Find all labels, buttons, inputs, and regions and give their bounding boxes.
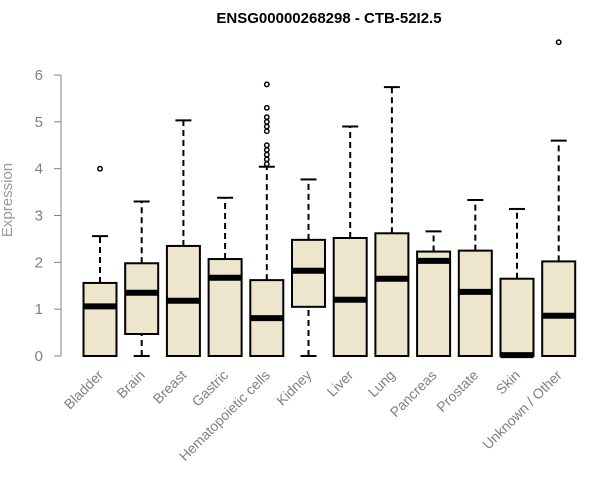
- box-brain: [124, 200, 160, 357]
- x-tick-label: Brain: [113, 367, 147, 401]
- x-tick-label: Breast: [150, 367, 190, 407]
- outlier-point: [263, 104, 270, 111]
- y-tick-label: 2: [35, 254, 43, 271]
- iqr-box: [124, 262, 160, 335]
- iqr-box: [374, 232, 410, 357]
- outlier-point: [97, 165, 103, 172]
- box-unknown-other: [541, 39, 577, 357]
- x-tick-label: Kidney: [273, 367, 315, 409]
- y-axis: 0 1 2 3 4 5 6: [35, 67, 62, 365]
- box-liver: [332, 125, 368, 357]
- box-hematopoietic-cells: [249, 81, 285, 358]
- box-kidney: [291, 178, 326, 357]
- box-gastric: [207, 196, 243, 357]
- y-tick-label: 1: [35, 301, 43, 318]
- iqr-box: [82, 281, 118, 357]
- iqr-box: [416, 250, 452, 357]
- outlier-point: [263, 118, 270, 125]
- x-tick-label: Liver: [324, 367, 357, 400]
- x-tick-label: Unknown / Other: [479, 367, 565, 453]
- chart-title: ENSG00000268298 - CTB-52I2.5: [216, 10, 441, 27]
- outlier-point: [263, 114, 270, 121]
- y-tick-label: 6: [35, 67, 43, 84]
- y-tick-label: 5: [35, 114, 43, 131]
- x-tick-label: Skin: [493, 367, 524, 398]
- box-bladder: [82, 165, 118, 357]
- box-skin: [499, 207, 535, 359]
- outlier-point: [263, 146, 270, 153]
- outlier-point: [263, 81, 270, 88]
- y-tick-label: 3: [35, 208, 43, 225]
- x-tick-label: Bladder: [61, 367, 107, 413]
- outlier-point: [263, 151, 270, 158]
- iqr-box: [499, 277, 535, 358]
- box-breast: [165, 119, 201, 357]
- x-tick-label: Lung: [365, 367, 398, 400]
- outlier-point: [263, 156, 270, 163]
- outlier-point: [263, 128, 270, 135]
- outlier-point: [555, 39, 562, 46]
- iqr-box: [457, 249, 493, 357]
- iqr-box: [541, 260, 577, 357]
- outlier-point: [263, 142, 270, 149]
- box-series: [82, 39, 577, 359]
- iqr-box: [207, 258, 243, 357]
- x-tick-label: Prostate: [433, 367, 481, 415]
- y-axis-label: Expression: [0, 163, 16, 237]
- box-prostate: [457, 199, 493, 357]
- y-tick-label: 0: [35, 348, 43, 365]
- outlier-point: [263, 161, 270, 167]
- box-lung: [374, 86, 410, 357]
- outlier-point: [263, 123, 270, 130]
- box-pancreas: [416, 230, 452, 357]
- y-tick-label: 4: [35, 161, 43, 178]
